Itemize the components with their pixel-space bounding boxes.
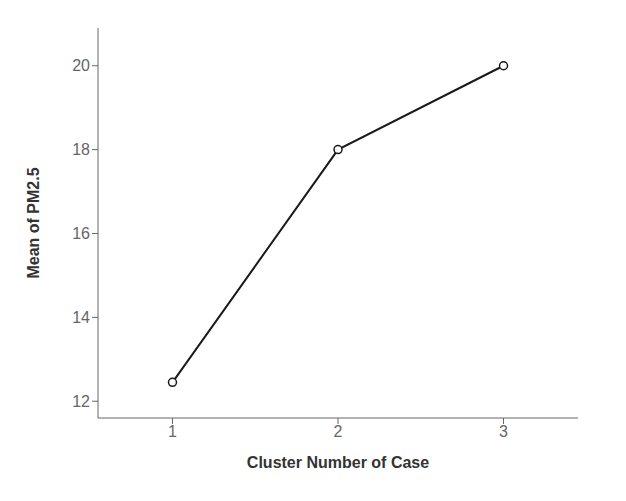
svg-text:12: 12	[72, 393, 90, 410]
svg-text:14: 14	[72, 309, 90, 326]
svg-text:18: 18	[72, 141, 90, 158]
svg-text:2: 2	[334, 423, 343, 440]
svg-text:Mean of PM2.5: Mean of PM2.5	[25, 167, 42, 278]
svg-text:Cluster Number of Case: Cluster Number of Case	[247, 454, 429, 471]
svg-text:16: 16	[72, 225, 90, 242]
svg-text:1: 1	[168, 423, 177, 440]
svg-text:3: 3	[499, 423, 508, 440]
svg-text:20: 20	[72, 57, 90, 74]
